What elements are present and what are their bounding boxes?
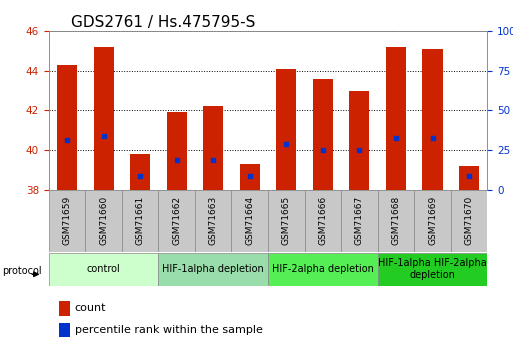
FancyBboxPatch shape [268,190,305,252]
Text: HIF-2alpha depletion: HIF-2alpha depletion [272,264,374,274]
Bar [93,47,113,190]
FancyBboxPatch shape [305,190,341,252]
Text: GSM71669: GSM71669 [428,196,437,245]
Bar [59,301,70,316]
FancyBboxPatch shape [49,190,85,252]
Bar [459,166,479,190]
FancyBboxPatch shape [159,253,268,286]
Text: GSM71665: GSM71665 [282,196,291,245]
FancyBboxPatch shape [49,253,159,286]
FancyBboxPatch shape [195,190,231,252]
Text: percentile rank within the sample: percentile rank within the sample [74,325,262,335]
FancyBboxPatch shape [378,253,487,286]
Text: HIF-1alpha depletion: HIF-1alpha depletion [162,264,264,274]
Bar [203,106,223,190]
Bar [277,69,297,190]
Text: control: control [87,264,121,274]
Text: GSM71667: GSM71667 [355,196,364,245]
Bar [59,323,70,337]
Text: GSM71659: GSM71659 [63,196,71,245]
FancyBboxPatch shape [231,190,268,252]
FancyBboxPatch shape [451,190,487,252]
Text: GSM71668: GSM71668 [391,196,401,245]
Text: GSM71666: GSM71666 [319,196,327,245]
Bar [386,47,406,190]
Text: GSM71664: GSM71664 [245,196,254,245]
Text: HIF-1alpha HIF-2alpha
depletion: HIF-1alpha HIF-2alpha depletion [378,258,487,280]
Bar [349,90,369,190]
Text: GSM71661: GSM71661 [135,196,145,245]
Bar [57,65,77,190]
Text: GSM71670: GSM71670 [465,196,473,245]
Bar [240,164,260,190]
Text: GSM71663: GSM71663 [209,196,218,245]
FancyBboxPatch shape [341,190,378,252]
Text: protocol: protocol [3,266,42,276]
Bar [313,79,333,190]
Text: count: count [74,303,106,313]
Bar [167,112,187,190]
Text: GSM71662: GSM71662 [172,196,181,245]
FancyBboxPatch shape [122,190,159,252]
Text: GSM71660: GSM71660 [99,196,108,245]
FancyBboxPatch shape [159,190,195,252]
Bar [423,49,443,190]
Text: GDS2761 / Hs.475795-S: GDS2761 / Hs.475795-S [71,15,255,30]
FancyBboxPatch shape [268,253,378,286]
FancyBboxPatch shape [414,190,451,252]
FancyBboxPatch shape [378,190,414,252]
FancyBboxPatch shape [85,190,122,252]
Bar [130,154,150,190]
